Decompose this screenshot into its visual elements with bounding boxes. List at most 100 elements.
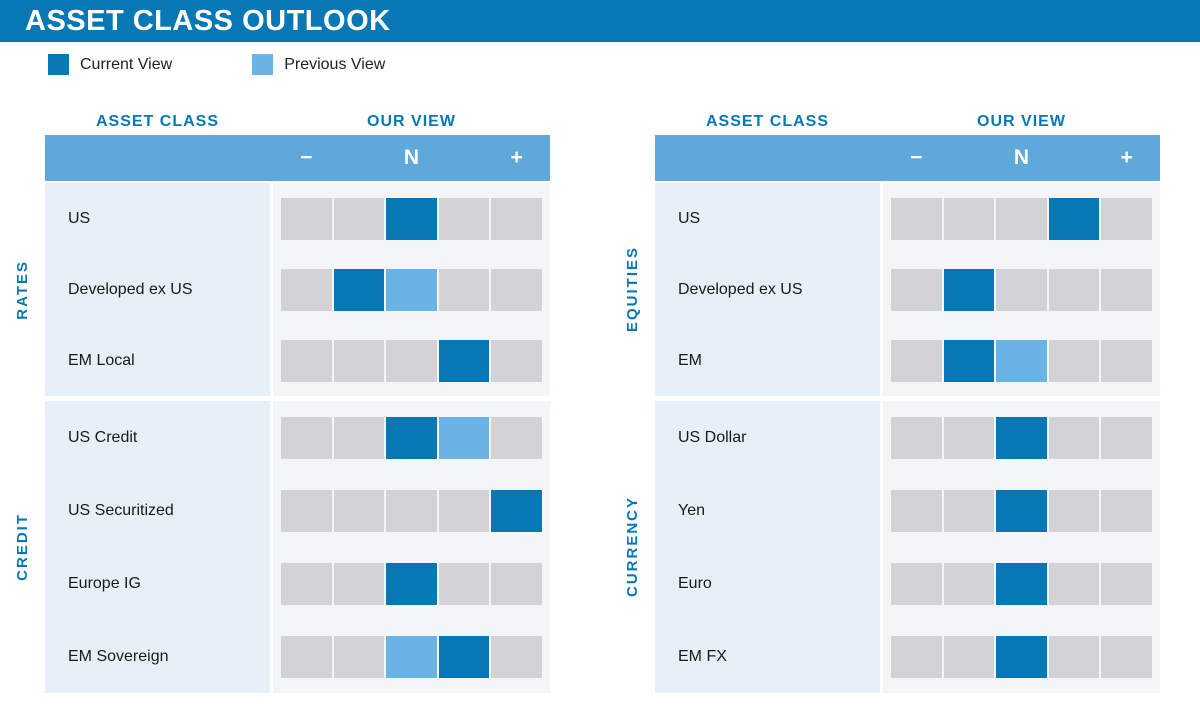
our-view-header: OUR VIEW — [367, 112, 456, 130]
asset-class-header: ASSET CLASS — [95, 112, 219, 130]
scale-cell — [333, 489, 385, 532]
current-view-cell — [491, 489, 542, 532]
scale-slot — [944, 135, 995, 181]
asset-row: Europe IG — [45, 547, 550, 620]
scale-band-spacer — [45, 135, 273, 181]
scale-cell — [1048, 635, 1100, 678]
view-panel — [273, 254, 550, 325]
view-panel — [883, 401, 1160, 474]
scale-cell — [1048, 339, 1100, 382]
view-panel — [273, 183, 550, 254]
scale-cell — [996, 268, 1047, 311]
asset-label: US — [655, 183, 880, 254]
scale-cell — [333, 635, 385, 678]
previous-view-cell — [386, 635, 437, 678]
column-headers: ASSET CLASS OUR VIEW — [45, 108, 550, 135]
previous-view-cell — [386, 268, 437, 311]
scale-cell — [1101, 635, 1152, 678]
legend-label-current: Current View — [80, 55, 173, 73]
asset-label: Euro — [655, 547, 880, 620]
scale-cell — [333, 562, 385, 605]
view-strip — [281, 416, 542, 459]
current-view-cell — [438, 635, 490, 678]
asset-label: Developed ex US — [655, 254, 880, 325]
group-label-equities: EQUITIES — [623, 246, 641, 333]
scale-cell — [943, 489, 995, 532]
previous-view-cell — [438, 416, 490, 459]
column-headers: ASSET CLASS OUR VIEW — [655, 108, 1160, 135]
scale-neutral-label: N — [1013, 146, 1030, 169]
scale-cell — [438, 562, 490, 605]
scale-cell — [281, 268, 332, 311]
asset-label: EM Local — [45, 325, 270, 396]
view-strip — [891, 416, 1152, 459]
current-view-swatch-icon — [48, 54, 69, 75]
scale-band: − N + — [45, 135, 550, 181]
scale-cell — [1048, 562, 1100, 605]
asset-row: US Credit — [45, 401, 550, 474]
scale-cell — [281, 416, 332, 459]
asset-label: US — [45, 183, 270, 254]
scale-plus-label: + — [1120, 146, 1133, 169]
legend-item-previous: Previous View — [252, 54, 385, 75]
scale-cell — [943, 197, 995, 240]
scale-cell — [891, 268, 942, 311]
scale-slot — [439, 135, 490, 181]
view-strip — [281, 489, 542, 532]
asset-row: EM Sovereign — [45, 620, 550, 693]
outlook-table-rates-credit: ASSET CLASS OUR VIEW − N + RATES US Deve… — [14, 108, 550, 693]
group-label-currency: CURRENCY — [623, 496, 641, 598]
current-view-cell — [386, 416, 437, 459]
scale-cell — [1101, 416, 1152, 459]
scale-minus-label: − — [300, 146, 313, 169]
scale-cell — [996, 197, 1047, 240]
asset-row: Developed ex US — [45, 254, 550, 325]
view-strip — [891, 489, 1152, 532]
scale-cell — [1101, 489, 1152, 532]
view-panel — [883, 547, 1160, 620]
previous-view-cell — [996, 339, 1047, 382]
asset-row: US Dollar — [655, 401, 1160, 474]
scale-cell — [333, 416, 385, 459]
asset-label: EM — [655, 325, 880, 396]
scale-cell — [1101, 562, 1152, 605]
outlook-table-equities-currency: ASSET CLASS OUR VIEW − N + EQUITIES US D… — [624, 108, 1160, 693]
current-view-cell — [438, 339, 490, 382]
current-view-cell — [943, 268, 995, 311]
view-strip — [891, 197, 1152, 240]
scale-cell — [491, 635, 542, 678]
page-title: ASSET CLASS OUTLOOK — [25, 4, 391, 37]
scale-cell — [491, 268, 542, 311]
group-currency: CURRENCY US Dollar Yen Euro EM FX — [624, 401, 1160, 693]
scale-cell — [491, 562, 542, 605]
view-panel — [883, 325, 1160, 396]
view-strip — [281, 562, 542, 605]
asset-label: Developed ex US — [45, 254, 270, 325]
scale-cell — [281, 197, 332, 240]
legend-item-current: Current View — [48, 54, 172, 75]
scale-cell — [386, 489, 437, 532]
view-panel — [273, 547, 550, 620]
title-bar: ASSET CLASS OUTLOOK — [0, 0, 1200, 42]
scale-cell — [333, 197, 385, 240]
group-label-credit: CREDIT — [13, 513, 31, 581]
view-panel — [883, 474, 1160, 547]
asset-label: EM FX — [655, 620, 880, 693]
asset-row: US Securitized — [45, 474, 550, 547]
scale-cell — [1048, 416, 1100, 459]
scale-cell — [891, 635, 942, 678]
scale-cell — [1101, 339, 1152, 382]
scale-cell — [281, 562, 332, 605]
scale-cell — [1101, 197, 1152, 240]
asset-label: US Securitized — [45, 474, 270, 547]
scale-minus-label: − — [910, 146, 923, 169]
asset-row: Yen — [655, 474, 1160, 547]
group-equities: EQUITIES US Developed ex US EM — [624, 183, 1160, 396]
current-view-cell — [386, 562, 437, 605]
current-view-cell — [996, 562, 1047, 605]
scale-cell — [1048, 489, 1100, 532]
scale-cell — [281, 339, 332, 382]
scale-cell — [943, 416, 995, 459]
our-view-header: OUR VIEW — [977, 112, 1066, 130]
scale-cell — [438, 489, 490, 532]
